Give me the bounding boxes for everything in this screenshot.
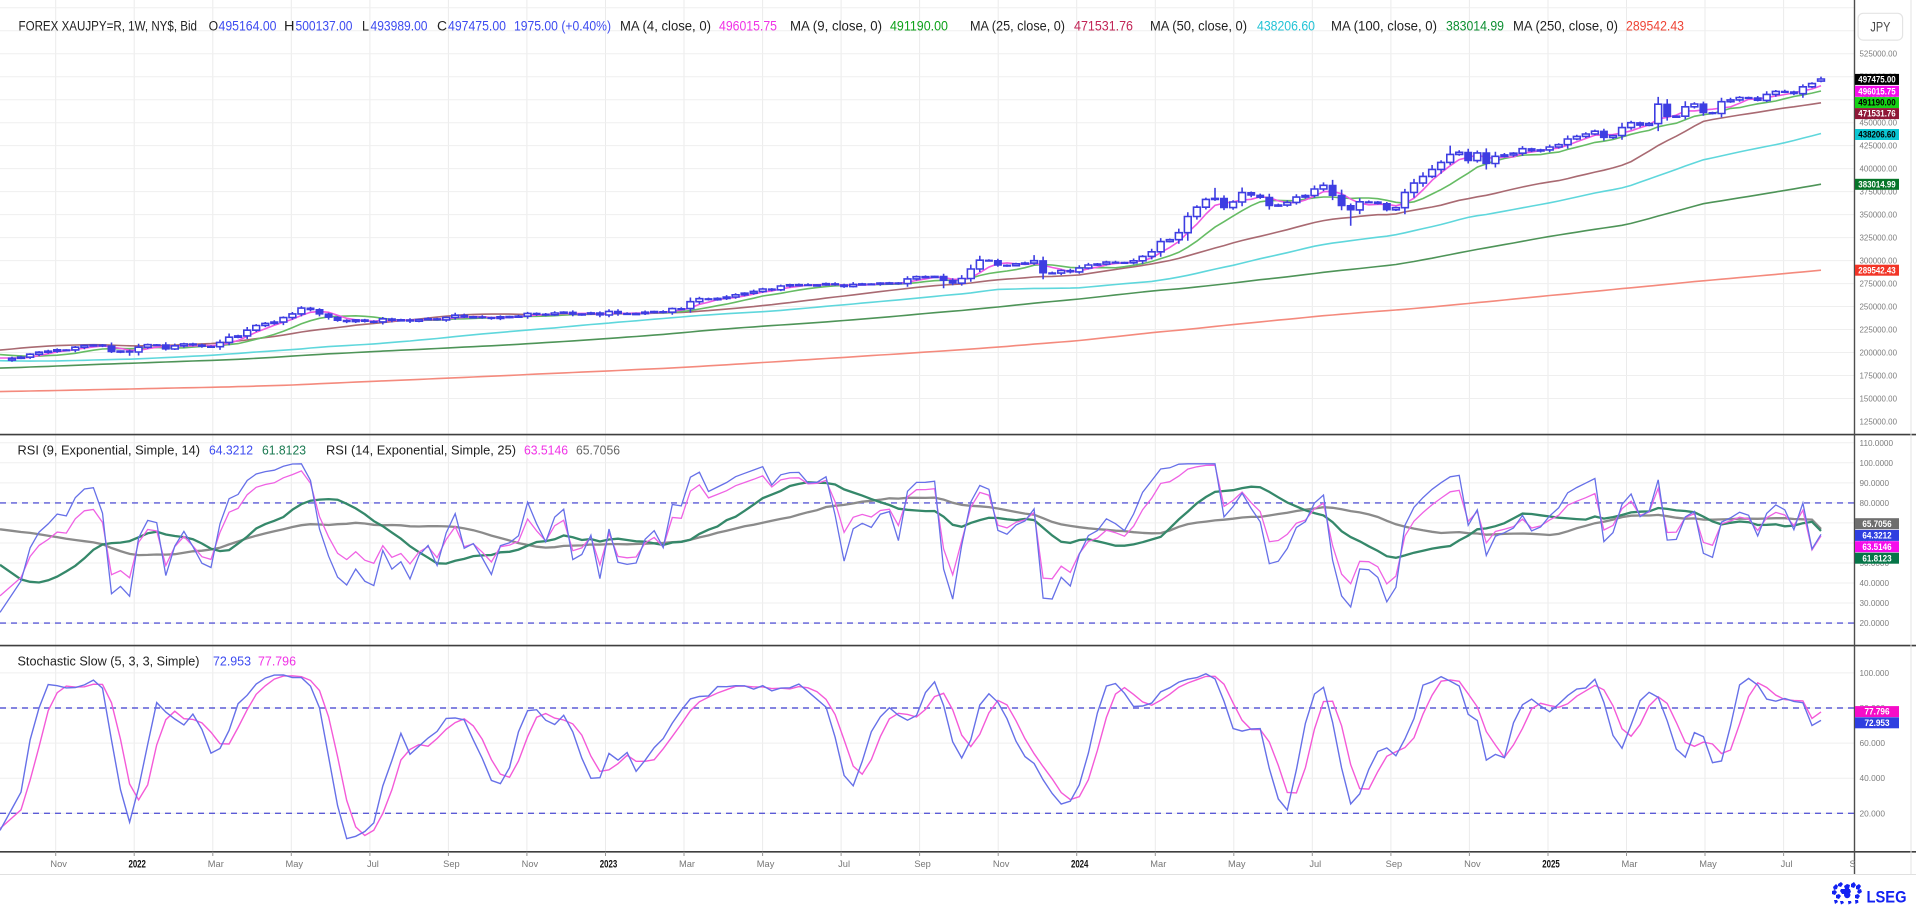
svg-text:438206.60: 438206.60 <box>1257 19 1315 34</box>
svg-text:Mar: Mar <box>208 859 224 869</box>
svg-text:Nov: Nov <box>1464 859 1481 869</box>
svg-text:471531.76: 471531.76 <box>1858 109 1895 119</box>
svg-text:491190.00: 491190.00 <box>890 19 948 34</box>
svg-text:110.0000: 110.0000 <box>1860 438 1894 448</box>
svg-text:MA (9, close, 0): MA (9, close, 0) <box>790 19 882 34</box>
svg-text:493989.00: 493989.00 <box>371 19 428 34</box>
svg-text:MA (250, close, 0): MA (250, close, 0) <box>1513 19 1618 34</box>
svg-text:175000.00: 175000.00 <box>1860 371 1898 381</box>
svg-text:Jul: Jul <box>1781 859 1793 869</box>
svg-text:497475.00: 497475.00 <box>448 19 506 34</box>
svg-text:Mar: Mar <box>1150 859 1166 869</box>
svg-text:30.0000: 30.0000 <box>1860 598 1890 608</box>
svg-text:MA (50, close, 0): MA (50, close, 0) <box>1150 19 1247 34</box>
svg-text:100.000: 100.000 <box>1860 668 1890 678</box>
svg-text:375000.00: 375000.00 <box>1860 187 1898 197</box>
svg-text:65.7056: 65.7056 <box>1862 519 1891 529</box>
svg-text:JPY: JPY <box>1870 20 1890 35</box>
svg-text:491190.00: 491190.00 <box>1858 98 1895 108</box>
svg-text:125000.00: 125000.00 <box>1860 417 1898 427</box>
svg-text:496015.75: 496015.75 <box>1858 86 1895 96</box>
svg-text:May: May <box>286 859 304 869</box>
svg-text:H: H <box>284 19 295 34</box>
svg-text:496015.75: 496015.75 <box>719 19 777 34</box>
svg-text:450000.00: 450000.00 <box>1860 118 1898 128</box>
svg-text:64.3212: 64.3212 <box>1862 531 1891 541</box>
svg-text:MA (25, close, 0): MA (25, close, 0) <box>970 19 1065 34</box>
svg-text:300000.00: 300000.00 <box>1860 256 1898 266</box>
svg-text:495164.00: 495164.00 <box>219 19 277 34</box>
svg-text:20.000: 20.000 <box>1860 808 1886 818</box>
svg-text:Mar: Mar <box>1621 859 1637 869</box>
svg-text:72.953: 72.953 <box>213 653 251 668</box>
svg-text:May: May <box>757 859 775 869</box>
svg-text:383014.99: 383014.99 <box>1858 179 1895 189</box>
svg-text:350000.00: 350000.00 <box>1860 210 1898 220</box>
svg-text:LSEG: LSEG <box>1867 889 1907 906</box>
svg-text:80.0000: 80.0000 <box>1860 498 1890 508</box>
svg-text:2025: 2025 <box>1542 858 1560 870</box>
svg-text:63.5146: 63.5146 <box>524 443 568 458</box>
svg-text:225000.00: 225000.00 <box>1860 325 1898 335</box>
svg-text:325000.00: 325000.00 <box>1860 233 1898 243</box>
svg-text:289542.43: 289542.43 <box>1626 19 1684 34</box>
svg-text:64.3212: 64.3212 <box>209 443 253 458</box>
svg-text:72.953: 72.953 <box>1864 718 1889 728</box>
svg-text:250000.00: 250000.00 <box>1860 302 1898 312</box>
svg-text:525000.00: 525000.00 <box>1860 49 1898 59</box>
svg-text:Sep: Sep <box>443 859 460 869</box>
svg-text:2022: 2022 <box>128 858 146 870</box>
svg-text:60.000: 60.000 <box>1860 738 1886 748</box>
svg-text:438206.60: 438206.60 <box>1858 130 1895 140</box>
svg-text:L: L <box>362 19 369 34</box>
svg-text:Sep: Sep <box>1386 859 1403 869</box>
svg-text:Jul: Jul <box>367 859 379 869</box>
svg-text:Nov: Nov <box>993 859 1010 869</box>
svg-text:471531.76: 471531.76 <box>1074 19 1133 34</box>
svg-text:Nov: Nov <box>50 859 67 869</box>
svg-text:MA (100, close, 0): MA (100, close, 0) <box>1331 19 1437 34</box>
svg-text:40.000: 40.000 <box>1860 773 1886 783</box>
svg-text:275000.00: 275000.00 <box>1860 279 1898 289</box>
svg-text:FOREX XAUJPY=R, 1W, NY$, Bid: FOREX XAUJPY=R, 1W, NY$, Bid <box>19 19 198 34</box>
svg-text:150000.00: 150000.00 <box>1860 394 1898 404</box>
svg-text:May: May <box>1699 859 1717 869</box>
svg-text:90.0000: 90.0000 <box>1860 478 1890 488</box>
svg-text:2023: 2023 <box>600 858 618 870</box>
svg-text:Jul: Jul <box>1309 859 1321 869</box>
svg-text:40.0000: 40.0000 <box>1860 578 1890 588</box>
svg-text:1975.00 (+0.40%): 1975.00 (+0.40%) <box>514 19 611 34</box>
svg-text:63.5146: 63.5146 <box>1862 542 1891 552</box>
svg-text:Sep: Sep <box>914 859 931 869</box>
svg-text:Mar: Mar <box>679 859 695 869</box>
svg-text:77.796: 77.796 <box>258 653 296 668</box>
svg-text:100.0000: 100.0000 <box>1860 458 1894 468</box>
svg-text:425000.00: 425000.00 <box>1860 141 1898 151</box>
svg-text:77.796: 77.796 <box>1864 707 1889 717</box>
svg-text:497475.00: 497475.00 <box>1858 75 1895 85</box>
svg-text:May: May <box>1228 859 1246 869</box>
svg-text:RSI (9, Exponential, Simple, 1: RSI (9, Exponential, Simple, 14) <box>18 443 201 458</box>
svg-text:MA (4, close, 0): MA (4, close, 0) <box>620 19 711 34</box>
svg-text:O: O <box>209 19 219 34</box>
svg-text:C: C <box>437 19 447 34</box>
svg-text:61.8123: 61.8123 <box>262 443 306 458</box>
svg-text:61.8123: 61.8123 <box>1862 553 1891 563</box>
svg-text:20.0000: 20.0000 <box>1860 618 1890 628</box>
svg-text:400000.00: 400000.00 <box>1860 164 1898 174</box>
svg-text:200000.00: 200000.00 <box>1860 348 1898 358</box>
svg-text:S: S <box>1850 859 1856 869</box>
svg-text:289542.43: 289542.43 <box>1858 265 1895 275</box>
svg-text:65.7056: 65.7056 <box>576 443 620 458</box>
svg-text:383014.99: 383014.99 <box>1446 19 1504 34</box>
svg-text:500137.00: 500137.00 <box>296 19 353 34</box>
svg-text:Jul: Jul <box>838 859 850 869</box>
svg-text:Stochastic Slow (5, 3, 3, Simp: Stochastic Slow (5, 3, 3, Simple) <box>18 653 200 668</box>
svg-text:Nov: Nov <box>522 859 539 869</box>
svg-text:RSI (14, Exponential, Simple,: RSI (14, Exponential, Simple, 25) <box>326 443 516 458</box>
svg-text:2024: 2024 <box>1071 858 1089 870</box>
